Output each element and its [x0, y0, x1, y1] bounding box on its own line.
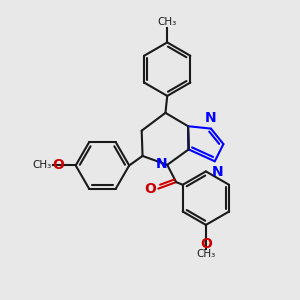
- Text: O: O: [200, 237, 212, 251]
- Text: CH₃: CH₃: [33, 160, 52, 170]
- Text: CH₃: CH₃: [158, 17, 177, 27]
- Text: O: O: [52, 158, 64, 172]
- Text: N: N: [155, 157, 167, 171]
- Text: O: O: [145, 182, 157, 196]
- Text: CH₃: CH₃: [196, 249, 215, 259]
- Text: N: N: [212, 165, 223, 179]
- Text: N: N: [205, 111, 217, 125]
